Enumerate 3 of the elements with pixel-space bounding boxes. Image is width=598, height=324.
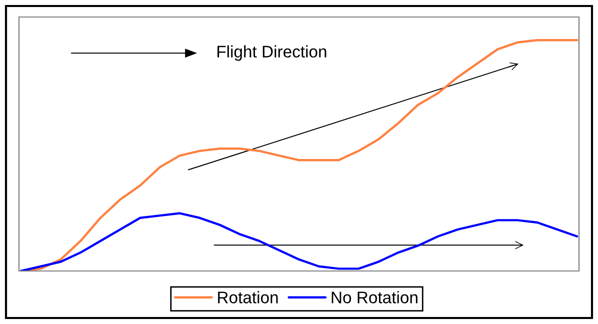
legend-label: Rotation [218, 291, 278, 304]
annotation: Flight Direction [217, 45, 326, 61]
legend-label: No Rotation [332, 291, 418, 304]
